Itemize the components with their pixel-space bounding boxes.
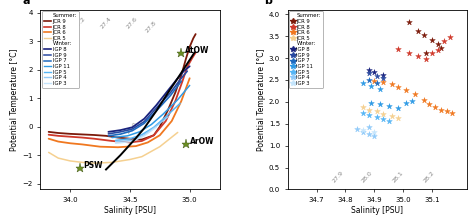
Point [379,118,387,121]
Point [394,85,401,88]
Point [434,48,442,52]
Point [365,125,373,129]
Point [446,35,453,39]
Text: 27.6: 27.6 [126,16,139,30]
Point [411,92,419,96]
X-axis label: Salinity [PSU]: Salinity [PSU] [104,206,156,215]
Point [371,134,378,138]
Point [371,131,378,134]
Point [376,87,384,90]
Point [426,102,433,106]
Point [379,76,387,79]
Point [359,105,366,109]
Point [368,84,375,88]
Point [353,127,361,131]
Point [365,78,373,82]
Point [365,132,373,136]
X-axis label: Salinity [PSU]: Salinity [PSU] [351,206,403,215]
Point [402,88,410,91]
Legend: Summer:, JCR 9, JCR 8, JCR 6, JCR 5, Winter:, IGP 8, IGP 9, IGP 7, IGP 11, IGP 5: Summer:, JCR 9, JCR 8, JCR 6, JCR 5, Win… [289,11,323,88]
Point [420,34,428,37]
Point [365,72,373,75]
Point [405,20,413,24]
Point [359,111,366,115]
Point [440,40,447,43]
Text: 27.9: 27.9 [332,170,345,184]
Text: 27.2: 27.2 [73,16,86,30]
Point [379,73,387,76]
Point [434,42,442,46]
Text: 27.8: 27.8 [145,20,158,34]
Text: 28.2: 28.2 [423,170,436,184]
Point [359,82,366,85]
Point [428,51,436,55]
Point [368,101,375,104]
Point [365,113,373,117]
Point [449,111,456,115]
Text: ArOW: ArOW [190,137,214,146]
Text: b: b [264,0,272,6]
Point [365,69,373,72]
Point [443,110,450,113]
Point [420,98,428,101]
Point [374,110,381,113]
Point [414,29,421,33]
Point [376,102,384,106]
Point [437,47,445,50]
Point [388,83,395,86]
Text: PSW: PSW [83,161,103,170]
Text: a: a [22,0,30,6]
Point [402,101,410,105]
Point [408,99,416,103]
Point [437,108,445,111]
Point [394,48,401,51]
Point [405,51,413,55]
Legend: Summer:, JCR 9, JCR 8, JCR 6, JCR 5, Winter:, IGP 8, IGP 9, IGP 7, IGP 11, IGP 5: Summer:, JCR 9, JCR 8, JCR 6, JCR 5, Win… [42,11,79,88]
Text: AtOW: AtOW [185,46,209,55]
Point [374,81,381,84]
Point [371,71,378,74]
Point [394,107,401,110]
Point [374,74,381,77]
Point [365,108,373,111]
Text: 28.1: 28.1 [391,170,404,184]
Point [394,117,401,120]
Text: 27.4: 27.4 [100,16,112,30]
Point [374,115,381,119]
Point [431,105,439,109]
Point [359,129,366,132]
Point [414,54,421,58]
Point [388,114,395,118]
Point [371,79,378,83]
Y-axis label: Potential Temperature [°C]: Potential Temperature [°C] [10,48,19,151]
Text: 28.0: 28.0 [361,170,374,184]
Point [379,80,387,84]
Text: 28.0: 28.0 [126,121,139,135]
Point [428,38,436,41]
Point [379,112,387,116]
Point [385,119,392,123]
Point [385,104,392,108]
Y-axis label: Potential Temperature [°C]: Potential Temperature [°C] [257,48,266,151]
Point [359,130,366,133]
Point [423,51,430,55]
Point [423,57,430,61]
